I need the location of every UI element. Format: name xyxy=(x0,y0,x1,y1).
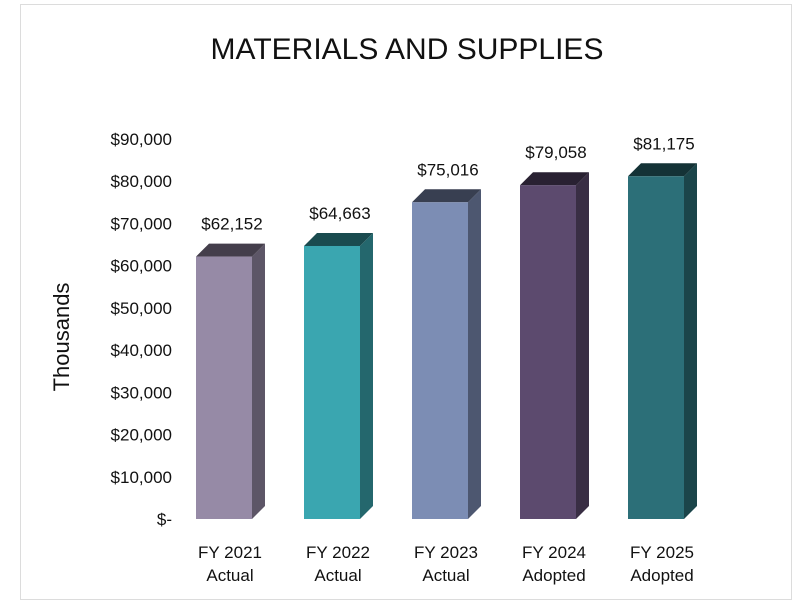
y-tick-label: $90,000 xyxy=(111,130,172,149)
x-tick-label: FY 2025 Adopted xyxy=(630,543,694,585)
x-tick-line: FY 2023 xyxy=(414,543,478,562)
x-tick-label: FY 2021 Actual xyxy=(198,543,262,585)
y-tick-label: $10,000 xyxy=(111,468,172,487)
bar xyxy=(412,189,481,519)
bar xyxy=(196,243,265,519)
y-tick-label: $80,000 xyxy=(111,172,172,191)
bar xyxy=(628,163,697,519)
y-tick-label: $50,000 xyxy=(111,299,172,318)
bar-front xyxy=(412,202,468,519)
y-tick-label: $20,000 xyxy=(111,426,172,445)
bar-side xyxy=(684,163,697,519)
x-tick-line: Adopted xyxy=(522,566,585,585)
x-tick-line: Adopted xyxy=(630,566,693,585)
bar-front xyxy=(628,176,684,519)
data-labels: $62,152 $64,663 $75,016 $79,058 $81,175 xyxy=(201,134,694,233)
data-label: $75,016 xyxy=(417,160,478,179)
y-tick-label: $60,000 xyxy=(111,257,172,276)
y-axis-label: Thousands xyxy=(49,283,74,392)
bar-top xyxy=(196,243,265,257)
x-tick-line: Actual xyxy=(314,566,361,585)
data-label: $79,058 xyxy=(525,143,586,162)
y-tick-label: $70,000 xyxy=(111,214,172,233)
x-tick-line: FY 2021 xyxy=(198,543,262,562)
x-tick-label: FY 2024 Adopted xyxy=(522,543,586,585)
bars xyxy=(196,163,697,519)
data-label: $64,663 xyxy=(309,204,370,223)
y-tick-label: $- xyxy=(157,510,172,529)
x-tick-line: FY 2025 xyxy=(630,543,694,562)
bar-top xyxy=(628,163,697,177)
x-tick-label: FY 2023 Actual xyxy=(414,543,478,585)
x-tick-line: Actual xyxy=(422,566,469,585)
bar-front xyxy=(196,256,252,519)
x-tick-line: FY 2022 xyxy=(306,543,370,562)
x-tick-label: FY 2022 Actual xyxy=(306,543,370,585)
bar-top xyxy=(412,189,481,203)
y-tick-label: $40,000 xyxy=(111,341,172,360)
bar xyxy=(304,232,373,519)
chart-frame: MATERIALS AND SUPPLIES Thousands $- $10,0… xyxy=(20,4,792,600)
x-tick-line: Actual xyxy=(206,566,253,585)
bar-side xyxy=(576,172,589,519)
data-label: $62,152 xyxy=(201,215,262,234)
bar-side xyxy=(360,232,373,519)
bar-front xyxy=(520,185,576,519)
bar-chart: MATERIALS AND SUPPLIES Thousands $- $10,0… xyxy=(49,33,697,585)
bar-top xyxy=(520,172,589,186)
bar-front xyxy=(304,245,360,519)
x-tick-line: FY 2024 xyxy=(522,543,586,562)
bar xyxy=(520,172,589,519)
data-label: $81,175 xyxy=(633,134,694,153)
bar-top xyxy=(304,232,373,246)
y-tick-label: $30,000 xyxy=(111,383,172,402)
bar-side xyxy=(252,243,265,519)
y-axis-ticks: $- $10,000 $20,000 $30,000 $40,000 $50,000 $60… xyxy=(111,130,172,529)
bar-side xyxy=(468,189,481,519)
chart-title: MATERIALS AND SUPPLIES xyxy=(211,33,604,66)
